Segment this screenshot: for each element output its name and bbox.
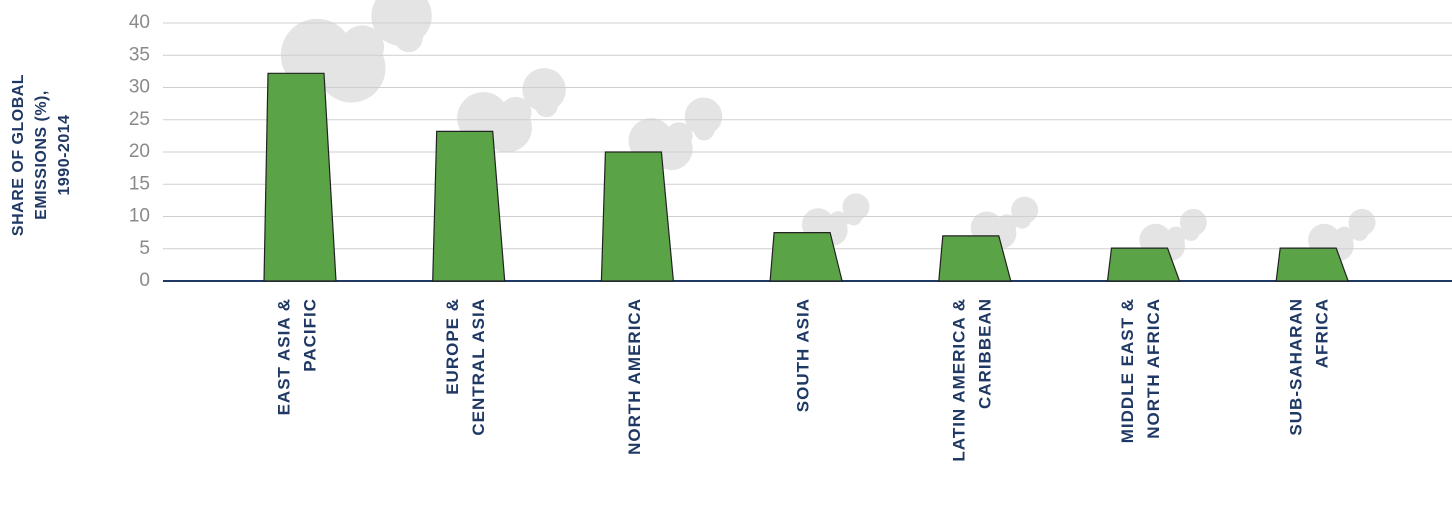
bars <box>263 72 1350 282</box>
bar <box>938 235 1012 282</box>
y-axis-title-line: EMISSIONS (%), <box>33 90 50 220</box>
y-tick-label: 40 <box>129 12 150 33</box>
y-tick-label: 30 <box>129 77 150 98</box>
x-tick-label: EUROPE & <box>443 298 462 395</box>
y-axis-title: SHARE OF GLOBAL EMISSIONS (%), 1990-2014 <box>10 74 73 236</box>
bar <box>432 130 506 282</box>
x-tick-label: CENTRAL ASIA <box>469 298 488 436</box>
smoke <box>1013 211 1031 229</box>
y-tick-label: 5 <box>139 238 150 259</box>
y-tick-label: 15 <box>129 173 150 194</box>
smoke <box>394 24 423 53</box>
bar <box>600 151 675 282</box>
bar <box>1275 247 1350 282</box>
smoke <box>535 94 558 118</box>
y-tick-label: 0 <box>139 270 150 291</box>
x-tick-label: NORTH AFRICA <box>1144 298 1163 439</box>
bar <box>263 72 337 282</box>
y-tick-label: 20 <box>129 141 150 162</box>
y-tick-label: 10 <box>129 206 150 227</box>
y-axis-title-line: SHARE OF GLOBAL <box>10 74 27 236</box>
y-axis-title-line: 1990-2014 <box>56 114 73 195</box>
smoke <box>1182 223 1200 241</box>
smoke <box>317 34 386 103</box>
y-tick-label: 35 <box>129 44 150 65</box>
x-tick-label: EAST ASIA & <box>274 298 293 415</box>
bar <box>1106 247 1181 282</box>
smoke <box>1351 223 1369 241</box>
x-tick-label: SUB-SAHARAN <box>1287 298 1306 436</box>
bar <box>769 232 843 282</box>
x-tick-label: LATIN AMERICA & <box>949 298 968 462</box>
labels: 0 5 10 15 20 25 30 35 40 SHARE OF GLOBAL EMISSIONS… <box>10 12 1331 462</box>
smoke <box>693 119 715 141</box>
smoke <box>482 103 532 153</box>
x-tick-label: CARIBBEAN <box>975 298 994 409</box>
x-tick-label: PACIFIC <box>300 298 319 372</box>
y-tick-label: 25 <box>129 109 150 130</box>
x-tick-label: AFRICA <box>1313 298 1332 368</box>
x-tick-label: SOUTH ASIA <box>794 298 813 412</box>
x-tick-label: MIDDLE EAST & <box>1118 298 1137 443</box>
x-tick-label: NORTH AMERICA <box>625 298 644 455</box>
